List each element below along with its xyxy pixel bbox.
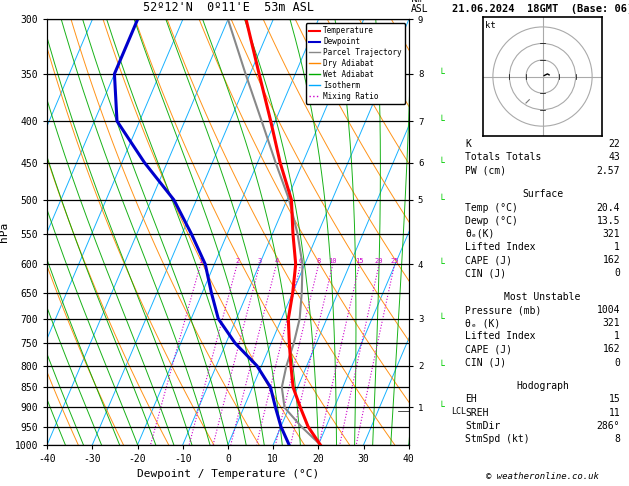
- Text: © weatheronline.co.uk: © weatheronline.co.uk: [486, 472, 599, 481]
- Text: 8: 8: [615, 434, 620, 444]
- Text: 1: 1: [615, 242, 620, 252]
- Text: └: └: [438, 402, 445, 413]
- Text: 321: 321: [603, 318, 620, 328]
- Text: 6: 6: [299, 258, 303, 264]
- Text: Temp (°C): Temp (°C): [465, 203, 518, 212]
- Text: 1: 1: [615, 331, 620, 341]
- Text: θₑ(K): θₑ(K): [465, 229, 495, 239]
- Y-axis label: hPa: hPa: [0, 222, 9, 242]
- Text: Most Unstable: Most Unstable: [504, 292, 581, 302]
- Text: Surface: Surface: [522, 190, 563, 199]
- Text: Lifted Index: Lifted Index: [465, 331, 536, 341]
- Text: 52º12'N  0º11'E  53m ASL: 52º12'N 0º11'E 53m ASL: [143, 0, 313, 14]
- Text: 20.4: 20.4: [597, 203, 620, 212]
- Text: CIN (J): CIN (J): [465, 358, 506, 367]
- Text: CAPE (J): CAPE (J): [465, 345, 513, 354]
- Text: 0: 0: [615, 358, 620, 367]
- Text: 2: 2: [235, 258, 239, 264]
- Text: 286°: 286°: [597, 421, 620, 431]
- Text: Pressure (mb): Pressure (mb): [465, 305, 542, 315]
- Text: 162: 162: [603, 345, 620, 354]
- Text: 0: 0: [615, 268, 620, 278]
- Text: CAPE (J): CAPE (J): [465, 255, 513, 265]
- Text: EH: EH: [465, 395, 477, 404]
- Text: 15: 15: [608, 395, 620, 404]
- Text: 162: 162: [603, 255, 620, 265]
- Text: θₑ (K): θₑ (K): [465, 318, 501, 328]
- Text: 21.06.2024  18GMT  (Base: 06): 21.06.2024 18GMT (Base: 06): [452, 3, 629, 14]
- Text: 2.57: 2.57: [597, 166, 620, 175]
- Text: 4: 4: [274, 258, 279, 264]
- Text: └: └: [438, 361, 445, 371]
- Text: 3: 3: [258, 258, 262, 264]
- Legend: Temperature, Dewpoint, Parcel Trajectory, Dry Adiabat, Wet Adiabat, Isotherm, Mi: Temperature, Dewpoint, Parcel Trajectory…: [306, 23, 405, 104]
- Text: 13.5: 13.5: [597, 216, 620, 226]
- Text: 25: 25: [391, 258, 399, 264]
- X-axis label: Dewpoint / Temperature (°C): Dewpoint / Temperature (°C): [137, 469, 319, 479]
- Text: 15: 15: [355, 258, 364, 264]
- Text: 1: 1: [198, 258, 203, 264]
- Text: └: └: [438, 157, 445, 168]
- Text: SREH: SREH: [465, 408, 489, 417]
- Text: 1004: 1004: [597, 305, 620, 315]
- Text: km
ASL: km ASL: [411, 0, 428, 14]
- Text: 10: 10: [328, 258, 337, 264]
- Text: kt: kt: [486, 20, 496, 30]
- Text: PW (cm): PW (cm): [465, 166, 506, 175]
- Text: K: K: [465, 139, 471, 149]
- Text: └: └: [438, 313, 445, 324]
- Text: └: └: [438, 116, 445, 126]
- Text: Dewp (°C): Dewp (°C): [465, 216, 518, 226]
- Text: └: └: [438, 195, 445, 205]
- Text: Totals Totals: Totals Totals: [465, 153, 542, 162]
- Text: 22: 22: [608, 139, 620, 149]
- Text: Hodograph: Hodograph: [516, 382, 569, 391]
- Text: CIN (J): CIN (J): [465, 268, 506, 278]
- Text: 321: 321: [603, 229, 620, 239]
- Text: Lifted Index: Lifted Index: [465, 242, 536, 252]
- Text: LCL: LCL: [452, 407, 467, 416]
- Text: 8: 8: [316, 258, 321, 264]
- Text: StmDir: StmDir: [465, 421, 501, 431]
- Text: └: └: [438, 259, 445, 269]
- Text: 43: 43: [608, 153, 620, 162]
- Text: └: └: [438, 69, 445, 79]
- Text: 11: 11: [608, 408, 620, 417]
- Text: StmSpd (kt): StmSpd (kt): [465, 434, 530, 444]
- Text: 20: 20: [375, 258, 383, 264]
